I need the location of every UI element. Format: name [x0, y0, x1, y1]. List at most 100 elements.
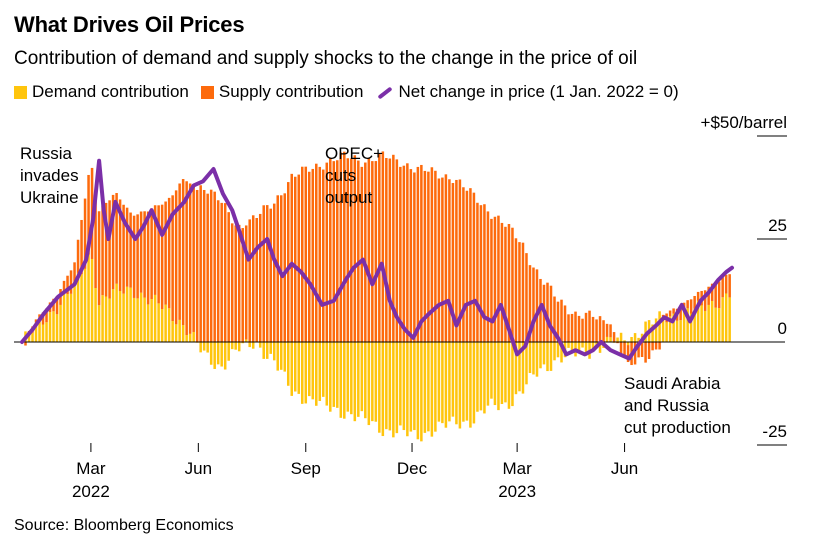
bar-supply [721, 277, 724, 298]
bar-supply [640, 342, 644, 357]
bar-demand [360, 342, 364, 412]
bar-demand [549, 342, 553, 371]
legend: Demand contribution Supply contribution … [14, 82, 691, 102]
bar-supply [146, 211, 150, 305]
bar-supply [329, 157, 332, 342]
bar-supply [304, 166, 308, 342]
bar-demand [181, 325, 185, 342]
bar-demand [717, 308, 721, 342]
bar-supply [178, 183, 181, 320]
legend-item-net: Net change in price (1 Jan. 2022 = 0) [375, 82, 678, 102]
bar-supply [654, 342, 658, 350]
bar-demand [630, 337, 633, 342]
bar-supply [199, 185, 202, 342]
bar-demand [413, 342, 416, 431]
bar-supply [192, 185, 195, 332]
bar-demand [185, 335, 188, 342]
bar-supply [237, 224, 241, 342]
bar-demand [230, 342, 234, 350]
bar-supply [693, 295, 696, 309]
bar-demand [679, 320, 682, 342]
annotation-text: Saudi Arabia [624, 374, 721, 393]
bar-demand [199, 342, 202, 353]
bar-supply [437, 178, 441, 342]
bar-demand [367, 342, 371, 426]
bar-supply [160, 204, 164, 309]
bar-supply [269, 208, 272, 342]
bar-demand [532, 342, 535, 375]
bar-supply [441, 177, 444, 342]
bar-demand [423, 342, 427, 433]
bar-supply [150, 208, 153, 300]
bar-supply [139, 211, 143, 293]
bar-supply [668, 310, 672, 317]
bar-supply [686, 300, 689, 309]
bar-demand [115, 283, 118, 342]
chart-title: What Drives Oil Prices [14, 12, 245, 37]
bar-demand [437, 342, 441, 422]
bar-supply [406, 163, 409, 342]
bar-supply [297, 174, 301, 342]
bar-supply [322, 169, 325, 342]
bar-demand [206, 342, 209, 353]
bar-demand [241, 342, 244, 344]
bar-demand [283, 342, 287, 372]
bar-supply [553, 296, 556, 342]
bar-demand [486, 342, 490, 406]
bar-demand [455, 342, 458, 425]
annotation-text: output [325, 188, 373, 207]
annotation-text: Ukraine [20, 188, 79, 207]
bar-demand [654, 318, 658, 342]
bar-demand [118, 291, 122, 342]
bar-demand [441, 342, 444, 424]
source-note: Source: Bloomberg Economics [14, 517, 234, 534]
bar-demand [213, 342, 216, 369]
bar-demand [237, 342, 241, 352]
bar-demand [171, 321, 174, 342]
bar-demand [395, 342, 399, 434]
bar-supply [577, 315, 581, 342]
bar-supply [619, 342, 623, 354]
x-axis: Mar 2022 Jun Sep Dec Mar 2023 Jun [72, 443, 638, 501]
bar-demand [409, 342, 413, 432]
bar-supply [55, 296, 59, 315]
bar-supply [490, 218, 493, 342]
bar-supply [294, 176, 297, 342]
bar-demand [392, 342, 395, 438]
bar-supply [493, 216, 497, 342]
bar-supply [230, 223, 234, 342]
bar-demand [336, 342, 339, 408]
bar-supply [286, 182, 290, 342]
bar-supply [202, 189, 206, 342]
bar-supply [511, 227, 514, 342]
bar-demand [500, 342, 504, 404]
y-axis: +$50/barrel 25 0 -25 [701, 113, 787, 446]
bar-demand [220, 342, 223, 367]
bar-demand [637, 337, 640, 342]
annotation-text: and Russia [624, 396, 710, 415]
x-tick-label: Mar [502, 459, 532, 478]
bar-demand [41, 324, 45, 342]
bar-demand [244, 339, 248, 342]
bar-demand [223, 342, 227, 370]
bar-supply [455, 179, 458, 342]
bar-demand [83, 268, 87, 342]
bar-demand [272, 342, 276, 361]
bar-demand [90, 258, 94, 342]
bar-supply [707, 286, 710, 305]
bar-demand [553, 342, 556, 361]
x-tick-label: Dec [397, 459, 428, 478]
bar-demand [129, 287, 132, 342]
bar-supply [427, 171, 430, 342]
bar-supply [563, 305, 567, 342]
bar-supply [66, 275, 69, 295]
bar-supply [549, 285, 553, 342]
bar-demand [167, 308, 171, 342]
bar-supply [556, 301, 560, 342]
bar-demand [721, 297, 724, 342]
bar-demand [87, 254, 90, 342]
bar-demand [346, 342, 350, 412]
bar-supply [94, 191, 97, 288]
bar-demand [399, 342, 402, 426]
bar-supply [174, 190, 178, 325]
